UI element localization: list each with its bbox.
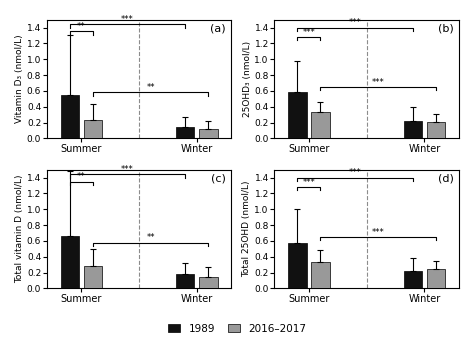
Bar [311,112,330,138]
Bar [199,276,218,288]
Text: ***: *** [121,15,134,24]
Bar [61,95,79,138]
Bar [83,266,102,288]
Bar [61,236,79,288]
Legend: 1989, 2016–2017: 1989, 2016–2017 [164,319,310,338]
Bar [427,122,445,138]
Text: (a): (a) [210,23,226,33]
Text: **: ** [77,22,86,31]
Y-axis label: 25OHD₃ (nmol/L): 25OHD₃ (nmol/L) [243,41,252,117]
Bar [403,271,422,288]
Bar [427,269,445,288]
Bar [311,262,330,288]
Text: ***: *** [121,165,134,174]
Text: ***: *** [372,78,384,86]
Bar [83,120,102,138]
Y-axis label: Total vitamin D (nmol/L): Total vitamin D (nmol/L) [15,175,24,283]
Bar [176,127,194,138]
Bar [176,274,194,288]
Text: ***: *** [349,18,362,27]
Y-axis label: Vitamin D₃ (nmol/L): Vitamin D₃ (nmol/L) [15,35,24,123]
Text: **: ** [77,172,86,181]
Text: ***: *** [302,28,315,37]
Bar [288,243,307,288]
Bar [199,129,218,138]
Text: ***: *** [302,178,315,187]
Text: (c): (c) [211,173,226,183]
Text: **: ** [146,233,155,242]
Text: (d): (d) [438,173,454,183]
Text: (b): (b) [438,23,454,33]
Bar [288,93,307,138]
Text: **: ** [146,83,155,92]
Text: ***: *** [349,168,362,177]
Bar [403,121,422,138]
Text: ***: *** [372,227,384,237]
Y-axis label: Total 25OHD (nmol/L): Total 25OHD (nmol/L) [243,181,252,277]
